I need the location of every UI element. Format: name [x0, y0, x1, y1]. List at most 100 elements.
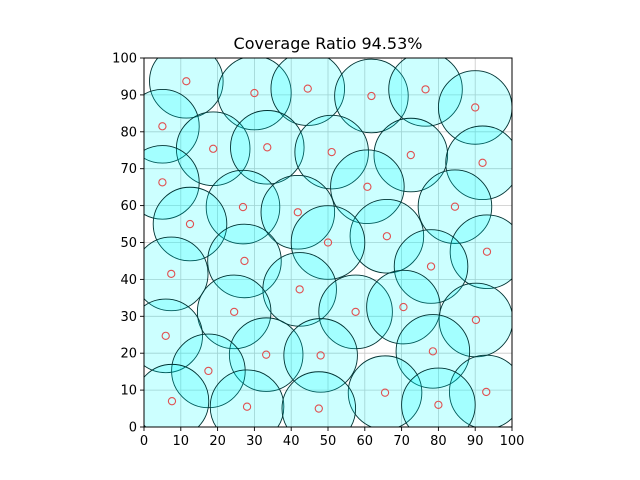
sensor-marker: [167, 397, 177, 406]
sensor-marker: [323, 238, 333, 247]
coverage-circle: [349, 198, 425, 274]
sensor-marker: [351, 307, 360, 317]
chart-title: Coverage Ratio 94.53%: [234, 34, 423, 53]
coverage-circle: [449, 214, 512, 289]
y-tick-label: 100: [112, 52, 137, 67]
y-tick-label: 70: [120, 162, 137, 177]
y-tick-label: 80: [120, 125, 137, 140]
sensor-marker: [238, 202, 248, 212]
coverage-circle: [152, 186, 228, 262]
coverage-circle: [330, 149, 405, 225]
y-tick-label: 50: [120, 236, 137, 251]
y-tick-label: 40: [120, 273, 137, 288]
sensor-marker: [185, 219, 195, 229]
y-tick-label: 30: [120, 310, 137, 325]
sensor-markers: [158, 77, 492, 413]
sensor-marker: [316, 351, 325, 360]
sensor-marker: [204, 366, 213, 376]
coverage-circle: [209, 369, 285, 427]
sensor-marker: [426, 262, 436, 271]
sensor-marker: [250, 88, 259, 98]
sensor-marker: [327, 147, 336, 157]
x-tick-label: 50: [320, 434, 337, 449]
y-tick-label: 90: [120, 88, 137, 103]
x-tick-label: 60: [357, 434, 374, 449]
sensor-marker: [314, 404, 323, 413]
coverage-circle: [388, 58, 463, 127]
sensor-marker: [303, 84, 312, 93]
coverage-circles: [144, 58, 512, 427]
coverage-circle: [144, 89, 200, 164]
sensor-marker: [158, 178, 167, 187]
coverage-circle: [228, 317, 304, 392]
sensor-marker: [158, 122, 167, 131]
sensor-marker: [240, 256, 249, 266]
sensor-marker: [380, 388, 390, 397]
coverage-circle: [294, 114, 369, 190]
coverage-circle: [144, 363, 210, 427]
sensor-marker: [182, 77, 191, 86]
coverage-circle: [437, 70, 512, 145]
coverage-circle: [334, 58, 409, 134]
coverage-circle: [318, 274, 393, 350]
sensor-marker: [399, 302, 408, 312]
coverage-circle: [373, 117, 449, 193]
x-tick-label: 0: [140, 434, 148, 449]
x-tick-label: 30: [246, 434, 263, 449]
x-tick-label: 10: [173, 434, 190, 449]
x-tick-label: 80: [430, 434, 447, 449]
coverage-circle: [281, 371, 357, 427]
sensor-marker: [482, 247, 492, 256]
sensor-marker: [478, 158, 487, 167]
coverage-circle: [260, 174, 336, 250]
coverage-circle: [205, 169, 281, 245]
sensor-marker: [450, 202, 460, 211]
sensor-marker: [471, 315, 481, 325]
sensor-marker: [263, 143, 272, 152]
sensor-marker: [242, 402, 252, 411]
sensor-marker: [161, 331, 170, 341]
coverage-circle: [144, 145, 200, 220]
sensor-marker: [262, 350, 271, 359]
coverage-circle: [401, 367, 476, 427]
y-tick-label: 0: [129, 421, 137, 436]
coverage-circle: [283, 318, 358, 393]
y-tick-label: 60: [120, 199, 137, 214]
coverage-circle: [347, 355, 423, 427]
sensor-marker: [167, 269, 176, 279]
sensor-marker: [230, 307, 239, 317]
x-tick-label: 20: [209, 434, 226, 449]
sensor-marker: [406, 150, 415, 160]
coverage-circle: [395, 314, 471, 389]
y-tick-label: 10: [120, 384, 137, 399]
sensor-marker: [209, 144, 218, 153]
y-tick-label: 20: [120, 347, 137, 362]
coverage-circle: [393, 229, 469, 304]
x-tick-label: 100: [500, 434, 525, 449]
coverage-circle: [449, 354, 512, 427]
coverage-circle: [196, 274, 272, 350]
sensor-marker: [421, 85, 430, 94]
coverage-circle: [290, 205, 366, 280]
coverage-circle: [149, 58, 224, 119]
sensor-marker: [434, 400, 443, 410]
x-tick-label: 40: [283, 434, 300, 449]
axis-ticks: 0 10 20 30 40 50 60 70 80 90 100 0 10 20 30 40 50 60 70 80 9…: [112, 52, 524, 450]
coverage-circle: [417, 169, 493, 244]
sensor-marker: [428, 347, 438, 356]
coverage-circle: [230, 110, 305, 185]
sensor-marker: [382, 232, 392, 241]
x-tick-label: 90: [467, 434, 484, 449]
sensor-marker: [293, 208, 302, 217]
coverage-circle: [366, 269, 441, 345]
sensor-marker: [295, 285, 304, 294]
sensor-marker: [482, 387, 491, 397]
coverage-circle: [207, 223, 282, 299]
coverage-circle: [144, 298, 203, 374]
sensor-marker: [363, 182, 372, 191]
x-tick-label: 70: [393, 434, 410, 449]
sensor-marker: [367, 91, 376, 101]
sensor-marker: [471, 103, 480, 112]
coverage-circle: [144, 236, 209, 312]
